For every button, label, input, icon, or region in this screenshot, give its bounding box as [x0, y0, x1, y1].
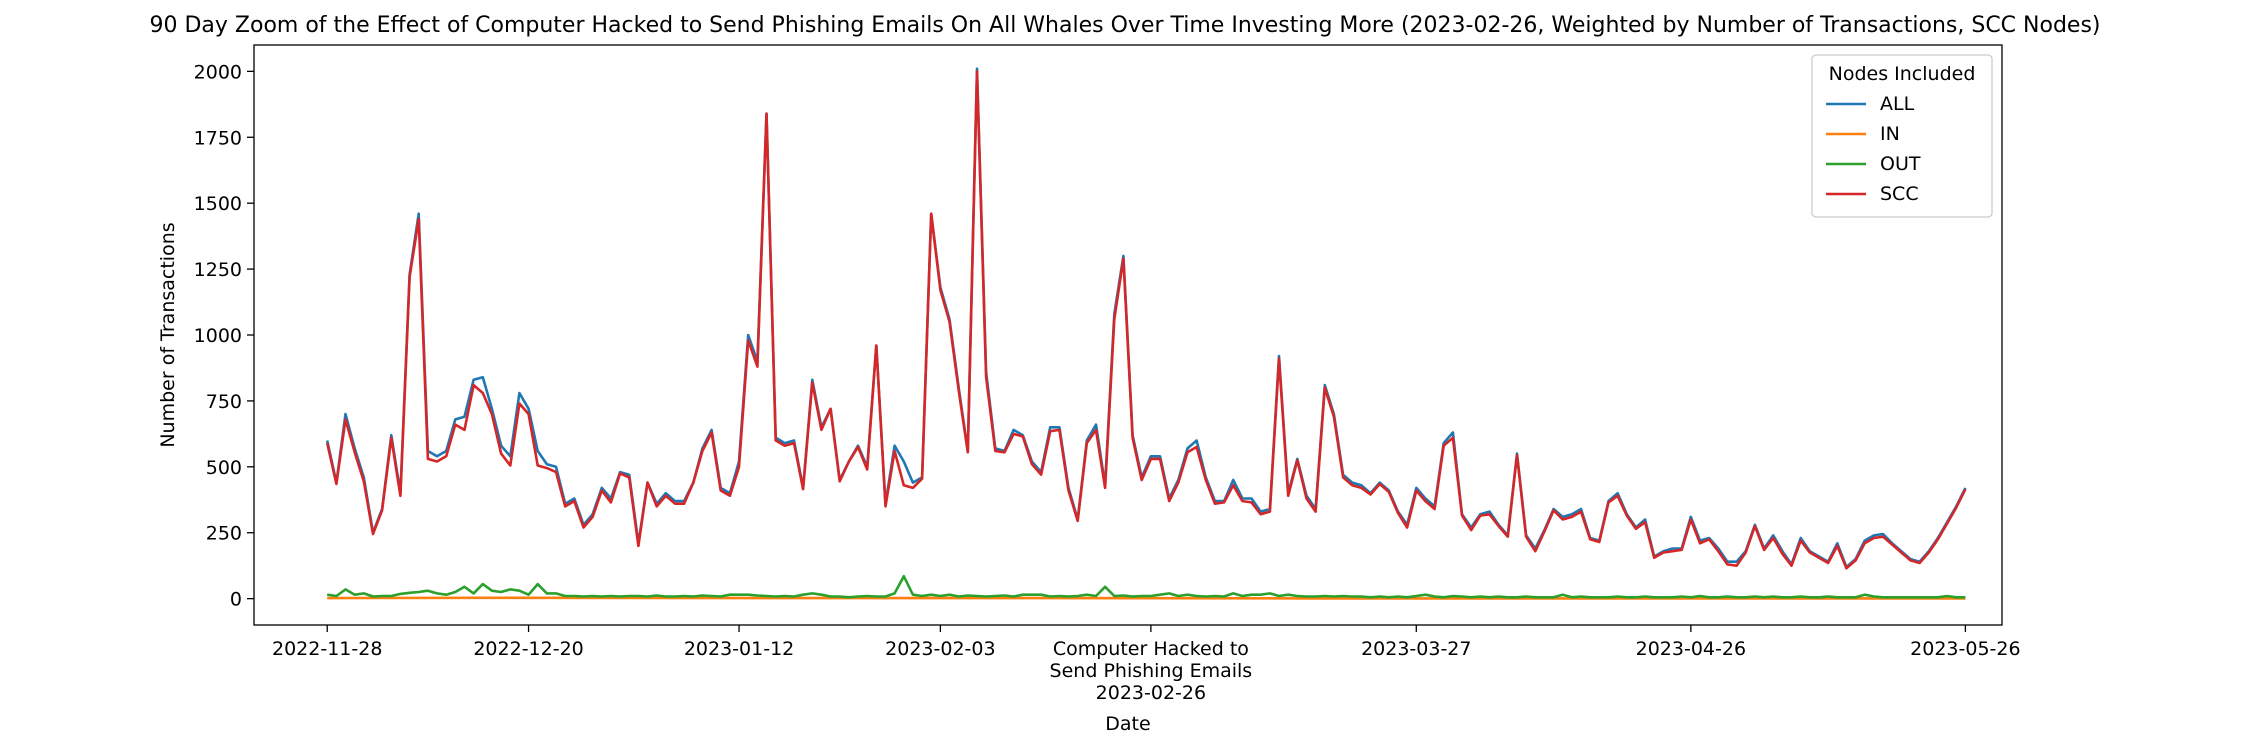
chart-title: 90 Day Zoom of the Effect of Computer Ha…: [150, 13, 2101, 38]
series-line-scc: [325, 70, 1967, 570]
x-tick-label: 2022-11-28: [272, 638, 382, 660]
event-label-line: 2023-02-26: [1096, 682, 1206, 704]
series-line-out: [327, 574, 1966, 599]
x-axis-ticks: 2022-11-28 2022-12-20 2023-01-12 2023-02-03…: [272, 625, 2021, 660]
y-tick-label: 1500: [194, 193, 242, 215]
y-tick-label: 2000: [194, 61, 242, 83]
x-tick-label: 2023-01-12: [684, 638, 794, 660]
x-tick-label: 2023-03-27: [1361, 638, 1471, 660]
legend-label-in: IN: [1880, 123, 1900, 145]
legend-label-all: ALL: [1880, 93, 1915, 115]
x-axis-label: Date: [1105, 713, 1150, 735]
y-tick-label: 1250: [194, 259, 242, 281]
y-tick-label: 500: [206, 457, 242, 479]
y-axis-ticks: 0 250 500 750 1000 1250 1500 1750 2000: [194, 61, 254, 611]
legend: Nodes Included ALL IN OUT SCC: [1811, 54, 1993, 218]
x-tick-label: 2023-05-26: [1910, 638, 2020, 660]
x-tick-label: 2022-12-20: [473, 638, 583, 660]
legend-title: Nodes Included: [1829, 63, 1976, 85]
event-label-line: Send Phishing Emails: [1050, 660, 1253, 682]
x-tick-label: 2023-04-26: [1636, 638, 1746, 660]
y-tick-label: 1000: [194, 325, 242, 347]
legend-box: [1811, 54, 1993, 218]
x-tick-label: 2023-02-03: [885, 638, 995, 660]
event-label-line: Computer Hacked to: [1053, 638, 1249, 660]
legend-label-out: OUT: [1880, 153, 1921, 175]
y-tick-label: 750: [206, 391, 242, 413]
y-tick-label: 0: [230, 589, 242, 611]
y-axis-label: Number of Transactions: [157, 222, 179, 447]
y-tick-label: 1750: [194, 127, 242, 149]
legend-entries: ALL IN OUT SCC: [1826, 93, 1921, 205]
legend-label-scc: SCC: [1880, 183, 1919, 205]
series-lines: [325, 67, 1967, 600]
y-tick-label: 250: [206, 523, 242, 545]
